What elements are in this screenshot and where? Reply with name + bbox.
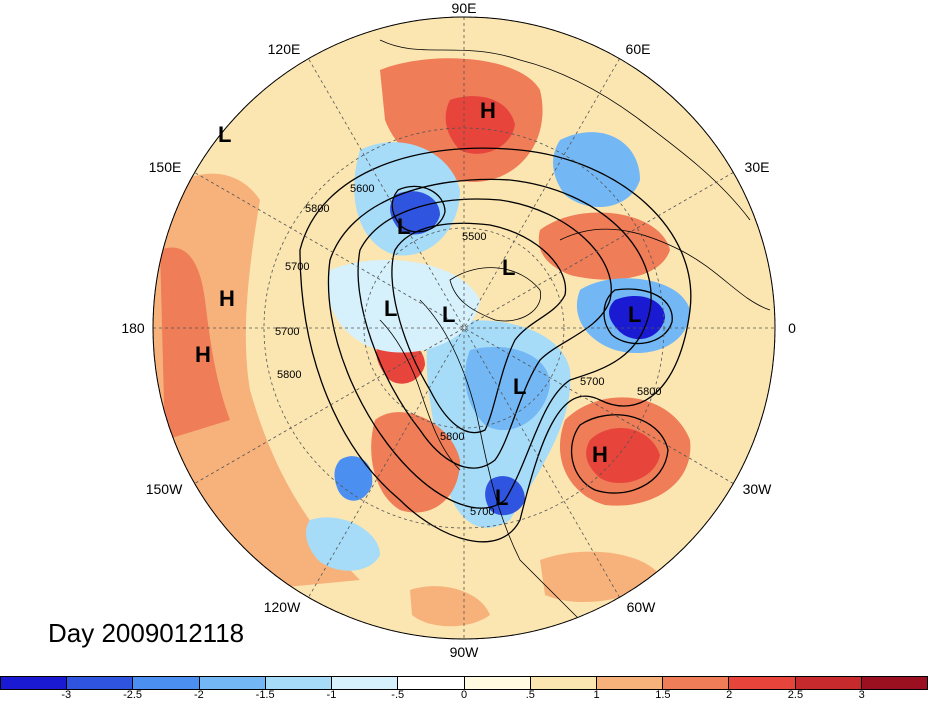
contour-labels: 5800 5700 5600 5500 5700 5800 5700 5800 … [275, 183, 661, 518]
pressure-center-label: L [513, 374, 526, 399]
pressure-center-label: L [502, 255, 515, 280]
meridian-30W-150E [194, 172, 734, 484]
day-label: Day 2009012118 [48, 618, 245, 648]
russia-warm [538, 212, 670, 280]
coastlines [379, 39, 771, 621]
contour-label: 5600 [350, 183, 374, 195]
contour-label: 5700 [275, 326, 299, 338]
atlantic-high-core [586, 428, 660, 484]
contour-label: 5800 [440, 431, 464, 443]
lon-label-150W: 150W [145, 481, 183, 497]
coastline-alaska [379, 319, 461, 471]
colorbar-tick-label: -2 [193, 689, 204, 701]
subtropical-cold [306, 517, 380, 571]
contour-okhotsk [391, 185, 446, 233]
lon-label-90W: 90W [449, 644, 479, 660]
colorbar-cell [596, 677, 664, 689]
contour-label: 5500 [462, 231, 486, 243]
pacific-warm-band [153, 173, 360, 600]
lon-label-60W: 60W [626, 599, 656, 615]
contour-5600 [357, 198, 612, 469]
lon-label-120E: 120E [267, 41, 301, 57]
colorbar-tick-label: 3 [858, 689, 865, 701]
colorbar-cell [133, 677, 200, 689]
contour-label: 5700 [580, 376, 604, 388]
pressure-center-label: H [195, 342, 211, 367]
pressure-center-label: L [442, 302, 455, 327]
colorbar-tick-label: 2 [726, 689, 733, 701]
pressure-center-label: L [218, 122, 231, 147]
central-america-warm [410, 586, 490, 627]
colorbar-cell [530, 677, 597, 689]
coastline-asia [379, 39, 751, 221]
contour-5700 [327, 178, 652, 509]
lon-label-90E: 90E [451, 0, 477, 16]
colorbar-cell [729, 677, 796, 689]
pressure-center-label: L [495, 485, 508, 510]
colorbar-cell [861, 677, 928, 689]
colorbar-tick-label: 2.5 [787, 689, 804, 701]
meridian-30E-150W [194, 172, 734, 484]
pressure-centers: H L L L L L L L L H H H [195, 98, 641, 510]
contour-5500 [391, 222, 567, 434]
pressure-center-label: L [384, 296, 397, 321]
coastline-namerica [419, 299, 581, 621]
contour-label: 5800 [277, 369, 301, 381]
colorbar-tick-label: -3 [61, 689, 72, 701]
coastline-europe [559, 228, 771, 311]
pacific-red-band [160, 247, 230, 440]
lon-label-120W: 120W [263, 599, 301, 615]
contour-5800 [299, 147, 692, 543]
contour-label: 5700 [285, 261, 309, 273]
colorbar-cell [1, 677, 68, 689]
contour-label: 5800 [305, 203, 329, 215]
colorbar-tick-label: -1.5 [255, 689, 275, 701]
lon-label-0: 0 [788, 320, 796, 336]
map-boundary [152, 16, 776, 640]
contour-atlantic-low [603, 288, 673, 345]
pressure-center-label: H [480, 98, 496, 123]
lon-label-180: 180 [121, 320, 145, 336]
anomaly-field [153, 17, 775, 639]
colorbar-cell [464, 677, 531, 689]
pacific-cold-spot [334, 456, 373, 501]
meridian-60W-120E [308, 58, 620, 598]
colorbar-tick-label: -1 [326, 689, 337, 701]
colorbar-cell [265, 677, 333, 689]
namerica-cold-mid [465, 346, 550, 431]
coastline-greenland [449, 267, 541, 322]
colorbar-tick-label: 0 [460, 689, 468, 701]
meridian-60E-120W [308, 58, 620, 598]
contour-label: 5700 [470, 506, 494, 518]
colorbar-cell [332, 677, 399, 689]
lon-label-150E: 150E [148, 159, 182, 175]
height-contours [299, 147, 692, 543]
pressure-center-label: H [219, 286, 235, 311]
okhotsk-core [390, 191, 440, 235]
colorbar-cell [663, 677, 730, 689]
arctic-cold [327, 260, 480, 353]
contour-label: 5800 [637, 386, 661, 398]
lon-label-30E: 30E [744, 159, 770, 175]
colorbar-tick-label: 1 [593, 689, 600, 701]
colorbar [0, 676, 928, 690]
siberia-core [445, 96, 515, 154]
colorbar-tick-label: 1.5 [655, 689, 671, 701]
colorbar-cell [67, 677, 134, 689]
colorbar-cell [795, 677, 862, 689]
colorbar-cell [398, 677, 465, 689]
lon-label-60E: 60E [625, 41, 651, 57]
pressure-center-label: L [397, 214, 410, 239]
colorbar-cell [199, 677, 266, 689]
colorbar-tick-label: -2.5 [123, 689, 143, 701]
contour-atlantic-high [570, 414, 669, 494]
colorbar-tick-label: .5 [525, 689, 535, 701]
colorbar-tick-label: -.5 [391, 689, 405, 701]
lon-label-30W: 30W [742, 481, 772, 497]
europe-cold [553, 132, 640, 207]
pressure-center-label: L [628, 302, 641, 327]
caribbean-warm [540, 551, 660, 603]
pressure-center-label: H [592, 442, 608, 467]
